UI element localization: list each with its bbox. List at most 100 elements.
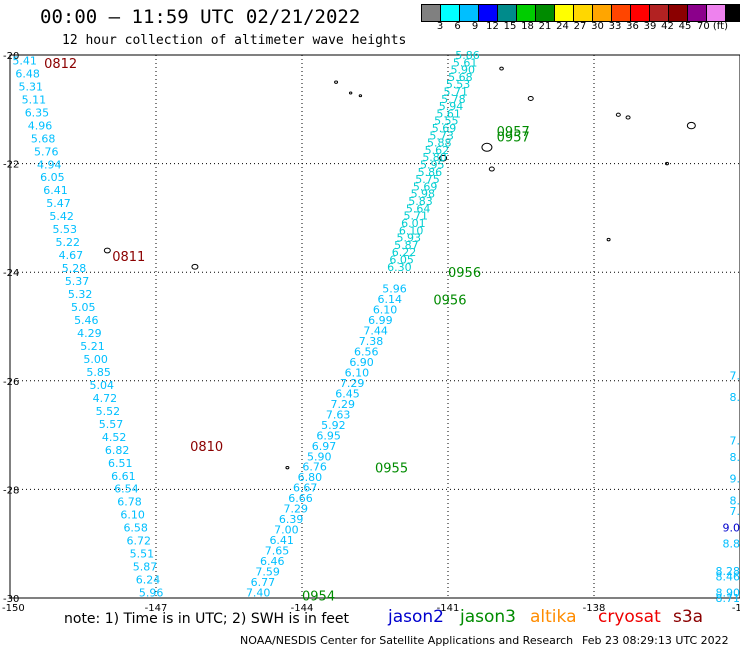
wave-height-label: 6.10 — [373, 303, 398, 316]
island-outline — [665, 161, 669, 166]
pass-time-label: 0954 — [302, 589, 335, 604]
legend-s3a: s3a — [673, 607, 704, 627]
wave-height-label: 6.10 — [120, 509, 145, 522]
wave-height-label: 8.28 — [716, 565, 740, 578]
map-frame — [9, 54, 740, 599]
wave-height-label: 5.92 — [321, 419, 346, 432]
wave-height-label: 7.00 — [274, 524, 299, 537]
wave-height-label: 6.10 — [399, 224, 424, 237]
wave-height-label: 5.47 — [46, 197, 71, 210]
wave-height-label: 6.01 — [401, 217, 426, 230]
island-outline — [499, 66, 504, 71]
wave-height-label: 5.86 — [455, 49, 480, 62]
wave-height-label: 5.05 — [71, 301, 96, 314]
legend-altika: altika — [530, 607, 577, 627]
y-axis-tick-label: -28 — [3, 485, 19, 496]
wave-height-label: 9.0 — [723, 521, 740, 534]
pass-time-label: 0957 — [497, 130, 530, 145]
legend-jason2: jason2 — [388, 607, 444, 627]
wave-height-label: 6.41 — [43, 184, 68, 197]
wave-height-label: 8. — [730, 451, 740, 464]
wave-height-label: 6.35 — [25, 106, 50, 119]
wave-height-label: 6.39 — [279, 513, 304, 526]
pass-time-label: 0811 — [112, 250, 145, 265]
color-scale-label: 18 — [521, 21, 534, 32]
wave-height-label: 5.11 — [22, 93, 47, 106]
wave-height-label: 6.82 — [105, 444, 130, 457]
wave-height-label: 6.76 — [302, 461, 327, 474]
wave-height-label: 6.45 — [335, 387, 360, 400]
wave-height-label: 6.72 — [127, 535, 152, 548]
wave-height-label: 5.73 — [429, 129, 454, 142]
wave-height-label: 5.95 — [420, 159, 445, 172]
wave-height-label: 4.52 — [102, 431, 127, 444]
wave-height-label: 6.95 — [316, 429, 341, 442]
color-scale-label: 33 — [608, 21, 622, 32]
color-scale-labels: 3 6 9 12 15 18 21 24 27 30 33 36 39 42 45 70 (ft) — [422, 21, 732, 35]
wave-height-label: 7.38 — [359, 335, 384, 348]
wave-height-label: 5.55 — [434, 115, 459, 128]
island-outline — [615, 112, 621, 117]
y-axis-tick-label: -20 — [3, 51, 19, 62]
wave-height-label: 7.44 — [363, 324, 388, 337]
wave-height-label: 5.93 — [396, 232, 421, 245]
wave-height-label: 6.54 — [114, 483, 139, 496]
wave-height-label: 7. — [730, 505, 740, 518]
wave-height-label: 5.62 — [425, 144, 450, 157]
color-scale-label: 30 — [591, 21, 604, 32]
wave-height-label: 5.76 — [34, 145, 59, 158]
wave-height-label: 7.65 — [265, 545, 290, 558]
wave-height-label: 6.78 — [117, 496, 142, 509]
wave-height-label: 5.94 — [439, 100, 464, 113]
wave-height-label: 5.88 — [427, 137, 452, 150]
x-axis-tick-label: -13 — [732, 603, 740, 614]
y-axis-tick-label: -30 — [3, 594, 19, 605]
wave-height-label: 4.67 — [59, 249, 84, 262]
wave-height-label: 7.40 — [246, 587, 271, 600]
wave-height-label: 5.28 — [62, 262, 87, 275]
wave-height-label: 5.57 — [99, 418, 124, 431]
color-scale-label: 9 — [471, 21, 479, 32]
color-scale-label: 39 — [643, 21, 657, 32]
wave-height-label: 8. — [730, 494, 740, 507]
pass-time-label: 0957 — [497, 125, 530, 140]
map-subtitle: 12 hour collection of altimeter wave hei… — [62, 33, 407, 48]
island-outline — [527, 95, 534, 101]
generated-date: Feb 23 08:29:13 UTC 2022 — [582, 634, 729, 647]
pass-time-label: 0956 — [448, 266, 481, 281]
island-outline — [103, 247, 111, 254]
wave-height-label: 6.22 — [392, 246, 417, 259]
x-axis-tick-label: -147 — [145, 603, 168, 614]
wave-height-label: 6.67 — [293, 482, 318, 495]
wave-height-label: 5.98 — [411, 188, 436, 201]
wave-height-label: 7.29 — [284, 503, 309, 516]
wave-height-label: 5.71 — [404, 210, 429, 223]
wave-height-label: 5.69 — [413, 180, 438, 193]
island-outline — [334, 80, 339, 84]
wave-height-label: 6.51 — [108, 457, 133, 470]
x-axis-tick-label: -144 — [291, 603, 314, 614]
wave-height-label: 6.80 — [298, 471, 323, 484]
wave-height-label: 6.66 — [288, 492, 313, 505]
color-scale-label: 21 — [538, 21, 552, 32]
wave-height-label: 5.75 — [415, 173, 440, 186]
color-scale-label: 15 — [503, 21, 517, 32]
wave-height-label: 6.77 — [251, 576, 276, 589]
color-swatch — [725, 4, 740, 22]
color-scale-label: 6 — [454, 21, 461, 32]
wave-height-label: 6.41 — [269, 534, 294, 547]
wave-height-label: 5.85 — [86, 366, 111, 379]
pass-time-label: 0955 — [375, 462, 408, 477]
wave-height-label: 8.90 — [716, 587, 740, 600]
color-scale-bar — [421, 4, 740, 22]
pass-time-label: 0812 — [44, 57, 77, 72]
wave-height-label: 5.32 — [68, 288, 93, 301]
wave-height-label: 6.48 — [15, 67, 40, 80]
island-outline — [606, 237, 611, 242]
color-scale-label: 42 — [661, 21, 674, 32]
wave-height-label: 5.90 — [307, 450, 332, 463]
wave-height-label: 5.71 — [443, 86, 468, 99]
wave-height-label: 6.90 — [349, 356, 374, 369]
wave-height-label: 7.29 — [331, 398, 356, 411]
